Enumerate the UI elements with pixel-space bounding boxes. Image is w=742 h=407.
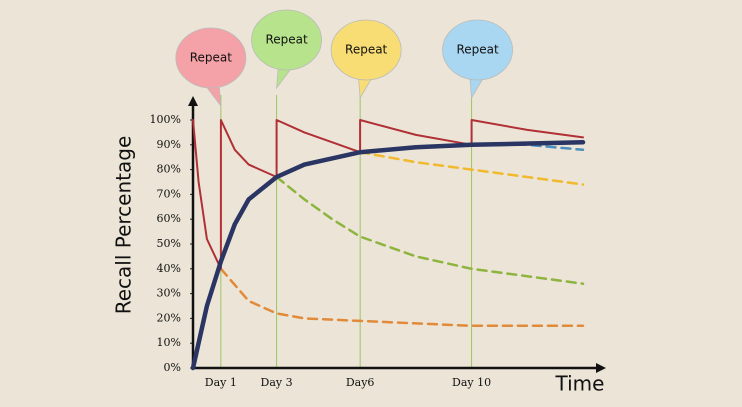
callout-text: Repeat: [265, 33, 308, 47]
x-axis-label: Time: [555, 372, 605, 396]
y-tick-label: 80%: [157, 163, 181, 176]
y-tick-label: 0%: [164, 361, 181, 374]
decay-curve: [219, 267, 585, 328]
y-axis-arrow: [188, 96, 198, 106]
x-tick-label: Day 3: [261, 376, 293, 389]
repeat-callout: Repeat: [330, 19, 402, 100]
callout-text: Repeat: [345, 43, 388, 57]
y-tick-label: 60%: [157, 212, 181, 225]
y-tick-label: 20%: [157, 311, 181, 324]
decay-curve: [275, 175, 585, 285]
callout-text: Repeat: [190, 51, 233, 65]
learning-curve: [190, 140, 586, 371]
x-axis-arrow: [596, 363, 606, 373]
callout-bubble: [330, 19, 402, 81]
y-tick-label: 70%: [157, 187, 181, 200]
y-tick-label: 50%: [157, 237, 181, 250]
decay-curve: [358, 150, 585, 186]
callout-bubble: [442, 19, 513, 81]
x-tick-label: Day 10: [452, 376, 491, 389]
y-tick-label: 90%: [157, 138, 181, 151]
y-tick-label: 40%: [157, 262, 181, 275]
repeat-callout: Repeat: [442, 19, 513, 100]
callout-bubble: [251, 9, 322, 71]
repeat-callout: Repeat: [175, 27, 247, 108]
callout-text: Repeat: [456, 43, 499, 57]
y-axis-label: Recall Percentage: [112, 136, 136, 315]
y-tick-label: 10%: [157, 336, 181, 349]
x-tick-label: Day6: [346, 376, 375, 389]
x-tick-label: Day 1: [205, 376, 237, 389]
y-tick-label: 100%: [150, 113, 181, 126]
y-tick-label: 30%: [157, 287, 181, 300]
repeat-callout: Repeat: [251, 9, 322, 90]
callout-bubble: [175, 27, 247, 89]
